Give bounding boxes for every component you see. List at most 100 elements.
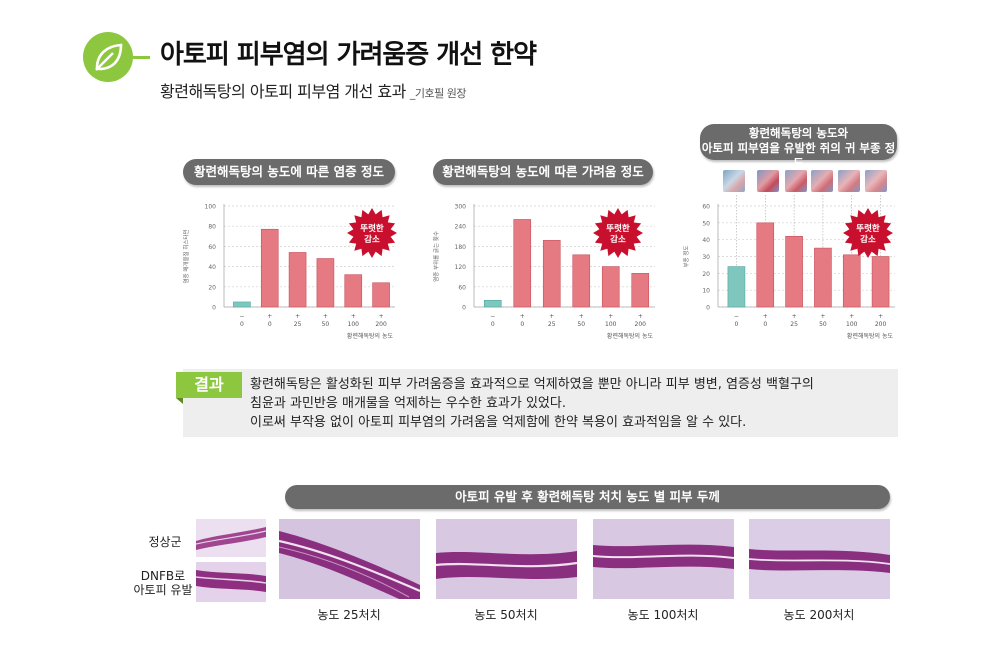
leaf-icon — [83, 32, 133, 82]
chart2-title: 황련해독탕의 농도에 따른 가려움 정도 — [433, 159, 653, 185]
bar — [602, 267, 619, 307]
x-marker-label: + — [638, 313, 643, 320]
caption-100: 농도 100처치 — [583, 606, 743, 623]
y-tick-label: 20 — [208, 284, 216, 291]
x-tick-label: 0 — [240, 321, 244, 328]
y-tick-label: 20 — [702, 271, 710, 278]
ear-photo-2 — [757, 170, 779, 192]
x-marker-label: + — [351, 313, 356, 320]
y-tick-label: 80 — [208, 224, 216, 231]
bar — [814, 248, 831, 307]
caption-25: 농도 25처치 — [269, 606, 429, 623]
x-tick-label: 100 — [846, 321, 858, 328]
chart-inflammation: 염증 매개물질 히스타민 0 20 40 60 80 100−0 +0 +25 +50 +100 +2… — [180, 195, 400, 345]
x-marker-label: + — [579, 313, 584, 320]
x-marker-label: − — [734, 313, 739, 320]
x-tick-label: 0 — [268, 321, 272, 328]
y-tick-label: 0 — [212, 305, 216, 312]
x-marker-label: + — [267, 313, 272, 320]
x-tick-label: 100 — [348, 321, 360, 328]
x-tick-label: 25 — [294, 321, 302, 328]
x-marker-label: + — [549, 313, 554, 320]
y-tick-label: 60 — [208, 244, 216, 251]
x-tick-label: 50 — [577, 321, 585, 328]
x-tick-label: 0 — [763, 321, 767, 328]
y-tick-label: 180 — [455, 244, 467, 251]
badge-label-line-2: 감소 — [860, 234, 876, 245]
x-tick-label: 200 — [375, 321, 387, 328]
result-tag: 결과 — [176, 372, 242, 398]
x-tick-label: 0 — [520, 321, 524, 328]
y-tick-label: 50 — [702, 220, 710, 227]
bar — [872, 257, 889, 308]
bar — [728, 267, 745, 307]
x-marker-label: − — [239, 313, 244, 320]
chart1-title: 황련해독탕의 농도에 따른 염증 정도 — [183, 159, 395, 185]
bar — [289, 252, 306, 307]
result-text: 황련해독탕은 활성화된 피부 가려움증을 효과적으로 억제하였을 뿐만 아니라 … — [250, 375, 890, 432]
x-tick-label: 25 — [790, 321, 798, 328]
y-tick-label: 240 — [455, 224, 467, 231]
x-marker-label: + — [792, 313, 797, 320]
x-tick-label: 50 — [819, 321, 827, 328]
x-marker-label: + — [820, 313, 825, 320]
x-axis-title: 황련해독탕의 농도 — [847, 332, 894, 340]
histology-100 — [593, 519, 734, 599]
y-tick-label: 100 — [205, 204, 217, 211]
y-tick-label: 300 — [455, 204, 467, 211]
histology-200 — [749, 519, 890, 599]
bar — [373, 283, 390, 307]
x-marker-label: + — [608, 313, 613, 320]
bar — [484, 300, 501, 307]
x-tick-label: 0 — [491, 321, 495, 328]
x-tick-label: 50 — [322, 321, 330, 328]
histology-25 — [279, 519, 420, 599]
y-tick-label: 30 — [702, 254, 710, 261]
x-tick-label: 100 — [605, 321, 617, 328]
histology-normal — [196, 519, 266, 557]
bar — [233, 302, 250, 307]
bar — [757, 223, 774, 307]
chart-itching: 염증 부위를 긁는 횟수 0 60 120 180 240 300−0 +0 +25 +50 +10… — [430, 195, 660, 345]
subtitle-text: 황련해독탕의 아토피 피부염 개선 효과 — [160, 82, 406, 101]
result-line-1: 황련해독탕은 활성화된 피부 가려움증을 효과적으로 억제하였을 뿐만 아니라 … — [250, 375, 890, 394]
caption-200: 농도 200처치 — [739, 606, 899, 623]
y-tick-label: 60 — [702, 204, 710, 211]
ear-photo-4 — [811, 170, 833, 192]
chart3-title-line-1: 황련해독탕의 농도와 — [700, 126, 897, 141]
y-tick-label: 40 — [702, 237, 710, 244]
y-axis-title: 염증 매개물질 히스타민 — [182, 229, 190, 283]
result-line-2: 침윤과 과민반응 매개물을 억제하는 우수한 효과가 있었다. — [250, 394, 890, 413]
chart-ear-swelling: 부종 정도 0 10 20 30 40 50 60−0 +0 +25 +50 +100 +200 황련해독… — [680, 195, 900, 345]
x-marker-label: + — [520, 313, 525, 320]
y-tick-label: 0 — [462, 305, 466, 312]
caption-50: 농도 50처치 — [426, 606, 586, 623]
skin-section-title: 아토피 유발 후 황련해독탕 처치 농도 별 피부 두께 — [285, 485, 890, 509]
bar — [632, 273, 649, 307]
x-marker-label: + — [878, 313, 883, 320]
y-axis-title: 부종 정도 — [683, 246, 690, 268]
badge-label-line-1: 뚜렷한 — [606, 223, 630, 234]
dnfb-label-line-2: 아토피 유발 — [130, 583, 196, 597]
x-tick-label: 200 — [875, 321, 887, 328]
y-tick-label: 120 — [455, 264, 467, 271]
dnfb-group-label: DNFB로 아토피 유발 — [130, 569, 196, 597]
x-marker-label: − — [490, 313, 495, 320]
x-tick-label: 200 — [635, 321, 647, 328]
bar — [261, 229, 278, 307]
chart3-title: 황련해독탕의 농도와 아토피 피부염을 유발한 쥐의 귀 부종 정도 — [700, 124, 897, 160]
dnfb-label-line-1: DNFB로 — [130, 569, 196, 583]
bar — [543, 240, 560, 307]
result-line-3: 이로써 부작용 없이 아토피 피부염의 가려움을 억제함에 한약 복용이 효과적… — [250, 413, 890, 432]
page-subtitle: 황련해독탕의 아토피 피부염 개선 효과 _기호필 원장 — [160, 78, 466, 102]
badge-label-line-1: 뚜렷한 — [856, 223, 880, 234]
y-tick-label: 40 — [208, 264, 216, 271]
y-tick-label: 60 — [458, 284, 466, 291]
histology-50 — [436, 519, 577, 599]
x-marker-label: + — [323, 313, 328, 320]
badge-label-line-1: 뚜렷한 — [360, 223, 384, 234]
badge-label-line-2: 감소 — [610, 234, 626, 245]
ear-photo-1 — [723, 170, 745, 192]
